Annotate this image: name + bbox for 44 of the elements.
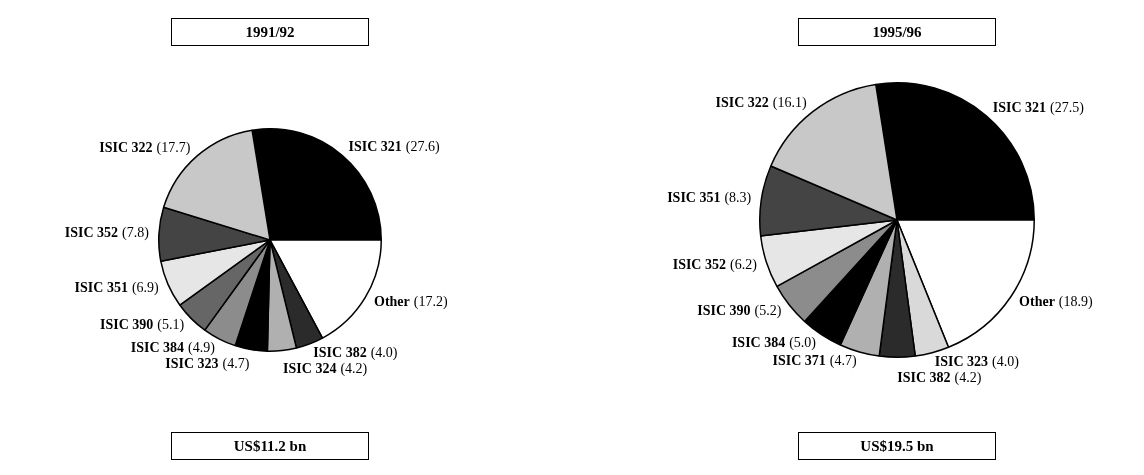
slice-label: ISIC 384 [731,334,786,350]
data-label: (27.5) [1050,99,1085,116]
data-label: (16.1) [772,95,807,112]
slice-label: Other [374,293,410,309]
data-label: (5.1) [157,317,185,334]
chart-title: 1991/92 [171,18,369,46]
slice-label: ISIC 382 [313,344,367,360]
slice-label: ISIC 352 [672,256,726,272]
slice-label: ISIC 351 [74,279,128,295]
data-label: (18.9) [1058,293,1094,310]
data-label: (4.0) [991,354,1020,371]
data-label: (8.3) [724,190,752,207]
slice-label: ISIC 322 [99,140,153,156]
slice-label: ISIC 323 [934,353,988,369]
data-label: (27.6) [405,139,440,156]
data-label: (4.2) [954,370,982,387]
slice-label: ISIC 390 [697,302,751,318]
data-label: (4.2) [340,360,368,377]
data-label: (17.2) [413,293,448,310]
text: US$11.2 bn [171,432,369,460]
data-label: (6.2) [729,256,758,273]
slice-label: ISIC 384 [130,339,185,355]
data-label: (4.7) [829,353,857,370]
slice-label: Other [1019,293,1055,309]
slice-label: ISIC 321 [348,139,402,155]
slice-label: ISIC 371 [772,353,826,369]
data-label: (17.7) [156,140,191,157]
data-label: (5.0) [789,334,817,351]
slice-label: ISIC 390 [100,317,154,333]
slice-label: ISIC 352 [64,225,119,241]
slice-label: ISIC 323 [165,355,219,371]
data-label: (4.7) [222,355,250,372]
text: US$19.5 bn [798,432,996,460]
slice-label: ISIC 382 [897,369,951,385]
data-label: (6.9) [131,279,160,296]
data-label: (5.2) [754,302,782,319]
slice-label: ISIC 351 [667,190,721,206]
data-label: (4.9) [188,339,216,356]
chart-title: 1995/96 [798,18,996,46]
data-label: (7.8) [122,225,150,242]
slice-label: ISIC 324 [283,360,337,376]
data-label: (4.0) [370,344,398,361]
slice-label: ISIC 322 [715,95,769,111]
slice-label: ISIC 321 [992,99,1047,115]
